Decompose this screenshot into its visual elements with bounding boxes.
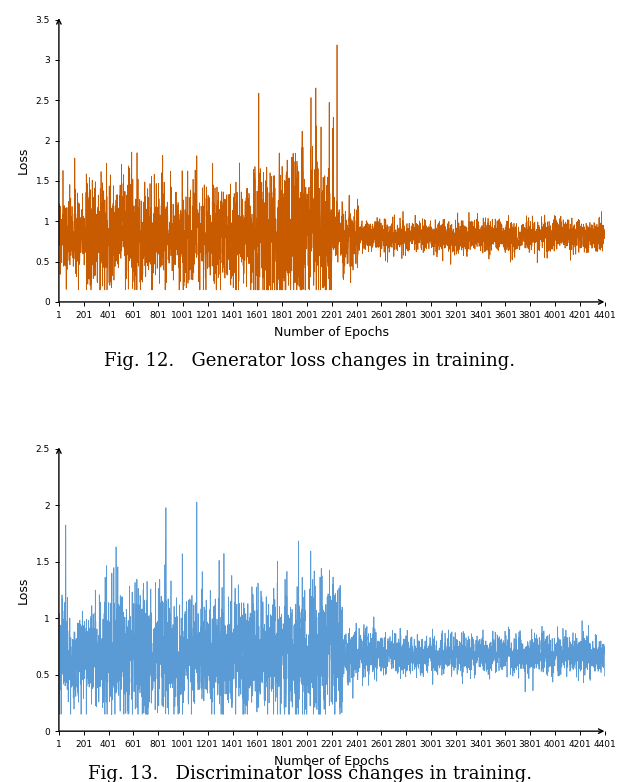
X-axis label: Number of Epochs: Number of Epochs <box>274 755 389 768</box>
X-axis label: Number of Epochs: Number of Epochs <box>274 325 389 339</box>
Text: Fig. 13.   Discriminator loss changes in training.: Fig. 13. Discriminator loss changes in t… <box>88 765 532 782</box>
Y-axis label: Loss: Loss <box>17 576 30 604</box>
Y-axis label: Loss: Loss <box>17 147 30 174</box>
Text: Fig. 12.   Generator loss changes in training.: Fig. 12. Generator loss changes in train… <box>104 352 516 370</box>
